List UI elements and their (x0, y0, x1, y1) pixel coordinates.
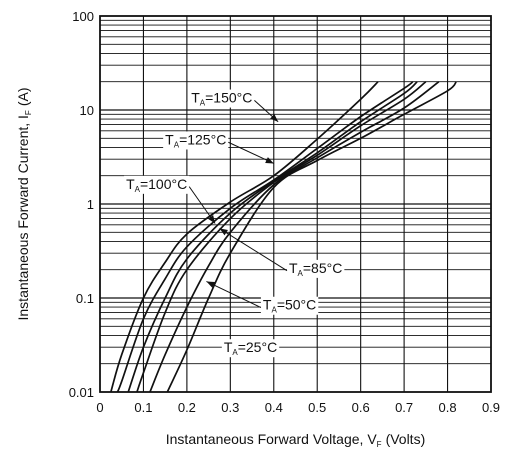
plot-frame (99, 15, 492, 393)
x-axis-title-subscript: F (377, 440, 382, 449)
curve-label-background (286, 259, 345, 278)
y-tick-label: 10 (80, 103, 94, 118)
curve-label-0: TA=150°C (189, 89, 255, 108)
curve-label-arrowhead (219, 228, 228, 236)
y-axis-title: Instantaneous Forward Current, IF (A) (15, 88, 33, 321)
curve-label-text: TA=150°C (191, 90, 252, 108)
curve-label-arrowhead (265, 157, 274, 164)
curve-label-3: TA=85°C (286, 259, 345, 278)
curve-labels: TA=150°CTA=125°CTA=100°CTA=85°CTA=50°CTA… (124, 89, 345, 358)
curve-label-suffix: =100°C (140, 176, 187, 192)
curve-label-4: TA=50°C (260, 296, 319, 315)
curve-label-subscript: A (200, 99, 206, 108)
curve-label-text: TA=25°C (224, 339, 277, 357)
curve-label-subscript: A (232, 348, 238, 357)
x-tick-label: 0.6 (352, 400, 370, 415)
curve-label-arrowhead (207, 215, 216, 224)
curve-label-background (221, 339, 280, 358)
series-line-2 (127, 81, 418, 393)
tick-labels: 0 0.1 0.2 0.3 0.4 0.5 0.6 0.7 0.8 0.9 0.01 0.1 1 10 10… (69, 9, 500, 415)
curve-label-suffix: =85°C (303, 260, 342, 276)
curve-label-subscript: A (271, 306, 277, 315)
y-axis-title-unit: (A) (15, 88, 31, 107)
curve-label-leader (228, 141, 274, 164)
curve-label-arrowhead (206, 281, 216, 288)
x-tick-label: 0.2 (178, 400, 196, 415)
chart-curves (110, 81, 457, 393)
curve-label-5: TA=25°C (221, 339, 280, 358)
curve-label-text: TA=125°C (165, 131, 226, 149)
x-axis-title: Instantaneous Forward Voltage, VF (Volts) (166, 431, 426, 449)
curve-label-prefix: T (165, 131, 174, 147)
y-axis-title-main: Instantaneous Forward Current, I (15, 115, 31, 320)
chart-axes (99, 15, 492, 393)
curve-label-background (124, 175, 190, 194)
curve-label-background (189, 89, 255, 108)
curve-label-arrowhead (270, 114, 279, 122)
curve-label-leader (219, 227, 288, 272)
x-tick-label: 0.5 (308, 400, 326, 415)
curve-label-background (163, 131, 229, 150)
curve-label-prefix: T (263, 297, 272, 313)
x-tick-label: 0.8 (439, 400, 457, 415)
series-line-5 (166, 81, 457, 393)
curve-label-prefix: T (224, 339, 233, 355)
curve-label-suffix: =150°C (205, 90, 252, 106)
curve-label-2: TA=100°C (124, 175, 190, 194)
curve-label-subscript: A (174, 140, 180, 149)
curve-label-1: TA=125°C (163, 131, 229, 150)
y-axis-title-subscript: F (24, 110, 33, 115)
series-line-3 (136, 81, 427, 393)
curve-label-text: TA=100°C (126, 176, 187, 194)
x-axis-title-unit: (Volts) (386, 431, 426, 447)
y-tick-label: 0.1 (76, 291, 94, 306)
curve-label-text: TA=85°C (289, 260, 342, 278)
curve-label-prefix: T (126, 176, 135, 192)
chart-grid (100, 16, 491, 392)
curve-label-suffix: =25°C (238, 339, 277, 355)
y-tick-label: 100 (72, 9, 94, 24)
y-tick-label: 0.01 (69, 385, 94, 400)
curve-label-suffix: =50°C (277, 297, 316, 313)
y-tick-label: 1 (87, 197, 94, 212)
x-tick-label: 0.9 (482, 400, 500, 415)
curve-label-suffix: =125°C (179, 131, 226, 147)
curve-label-text: TA=50°C (263, 297, 316, 315)
x-tick-label: 0 (96, 400, 103, 415)
x-tick-label: 0.4 (265, 400, 283, 415)
x-axis-title-main: Instantaneous Forward Voltage, V (166, 431, 378, 447)
curve-label-prefix: T (191, 90, 200, 106)
series-line-4 (149, 81, 440, 393)
x-tick-label: 0.7 (395, 400, 413, 415)
series-line-0 (110, 81, 379, 393)
x-tick-label: 0.3 (221, 400, 239, 415)
x-tick-label: 0.1 (134, 400, 152, 415)
curve-label-background (260, 296, 319, 315)
curve-label-prefix: T (289, 260, 298, 276)
curve-label-leader (206, 280, 262, 308)
curve-label-subscript: A (298, 269, 304, 278)
curve-label-subscript: A (135, 185, 141, 194)
series-line-1 (116, 81, 414, 393)
